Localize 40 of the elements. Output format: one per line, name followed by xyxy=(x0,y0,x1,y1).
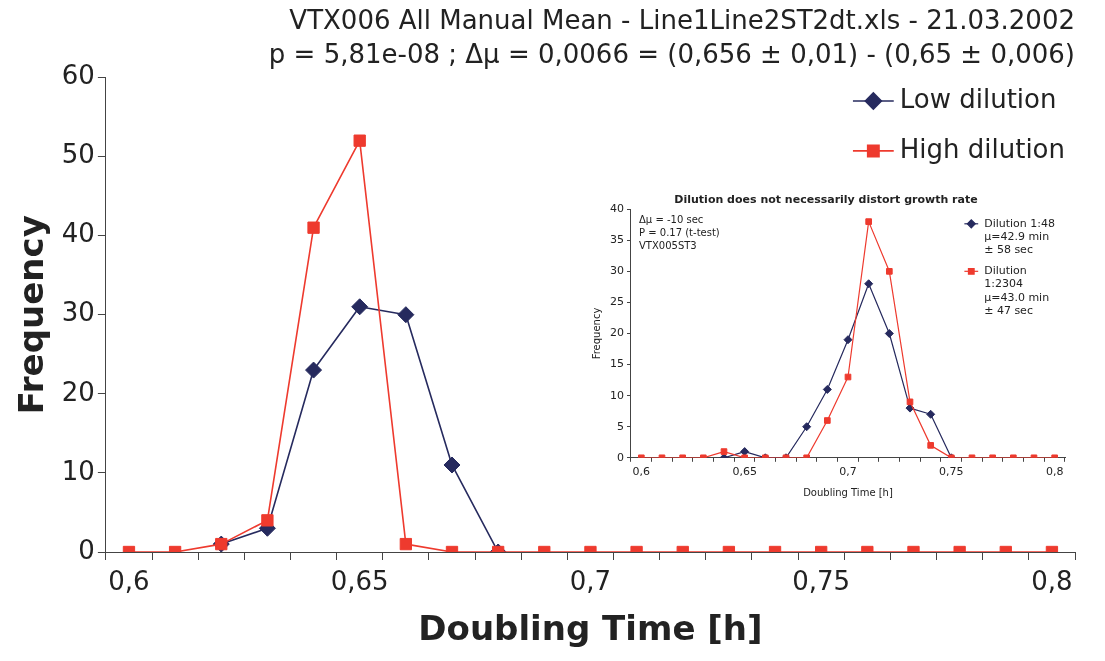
y-tick-label: 10 xyxy=(61,455,95,486)
annotation: Δμ = -10 sec xyxy=(639,213,704,225)
x-tick-label: 0,65 xyxy=(330,566,389,597)
y-tick-label: 40 xyxy=(610,202,624,216)
chart-title: Dilution does not necessarily distort growth rate xyxy=(674,193,978,207)
y-tick-label: 50 xyxy=(61,139,95,170)
y-tick-label: 20 xyxy=(61,376,95,407)
y-tick-label: 15 xyxy=(610,357,624,371)
x-tick-label: 0,8 xyxy=(1045,465,1064,479)
x-axis-title: Doubling Time [h] xyxy=(803,486,893,498)
x-tick-label: 0,65 xyxy=(732,465,757,479)
y-tick-label: 10 xyxy=(610,388,624,402)
legend-label: High dilution xyxy=(899,133,1066,164)
x-tick-label: 0,7 xyxy=(839,465,857,479)
y-axis-title: Frequency xyxy=(590,307,602,360)
legend-label: Dilution 1:48 μ=42.9 min ± 58 sec xyxy=(984,216,1055,257)
y-tick-label: 35 xyxy=(610,233,624,247)
y-tick-label: 40 xyxy=(61,218,95,249)
y-axis-title: Frequency xyxy=(11,215,52,415)
y-tick-label: 30 xyxy=(610,264,624,278)
y-tick-label: 0 xyxy=(617,450,624,464)
y-tick-label: 0 xyxy=(78,534,95,565)
x-tick-label: 0,7 xyxy=(569,566,612,597)
annotation: VTX005ST3 xyxy=(639,239,697,251)
annotation: P = 0.17 (t-test) xyxy=(639,226,720,238)
legend-label: Low dilution xyxy=(899,83,1057,114)
chart-title: VTX006 All Manual Mean - Line1Line2ST2dt.xls - 21.03.2002 xyxy=(289,5,1075,36)
chart-subtitle: p = 5,81e-08 ; Δμ = 0,0066 = (0,656 ± 0,01) - (0,65 ± 0,006) xyxy=(268,38,1075,69)
x-tick-label: 0,6 xyxy=(108,566,150,597)
y-tick-label: 5 xyxy=(617,419,624,433)
x-tick-label: 0,6 xyxy=(632,465,651,479)
y-tick-label: 25 xyxy=(610,295,624,309)
x-tick-label: 0,8 xyxy=(1031,566,1073,597)
legend-label: Dilution 1:2304 μ=43.0 min ± 47 sec xyxy=(984,264,1050,317)
y-tick-label: 60 xyxy=(61,60,95,91)
x-axis-title: Doubling Time [h] xyxy=(418,608,763,649)
x-tick-label: 0,75 xyxy=(939,465,964,479)
y-tick-label: 20 xyxy=(610,326,624,340)
x-tick-label: 0,75 xyxy=(792,566,851,597)
y-tick-label: 30 xyxy=(61,297,95,328)
